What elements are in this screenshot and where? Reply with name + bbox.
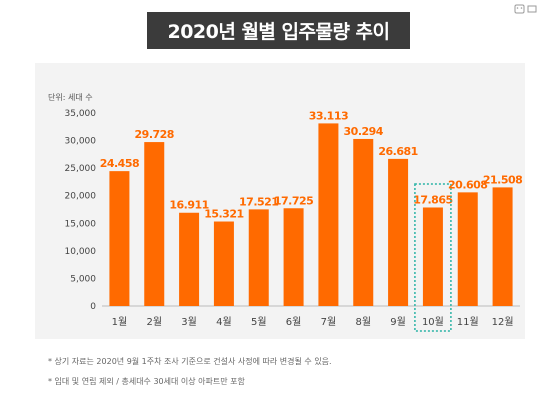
bar-10 <box>422 207 443 306</box>
window-icon <box>512 2 550 18</box>
chart-title: 2020년 월별 입주물량 추이 <box>147 12 410 49</box>
y-tick-label: 35,000 <box>65 109 97 119</box>
footnote-1: * 상기 자료는 2020년 9월 1주차 조사 기준으로 건설사 사정에 따라… <box>48 357 332 366</box>
x-tick-label: 12월 <box>492 316 514 328</box>
bar-8 <box>353 138 374 306</box>
x-tick-label: 10월 <box>422 316 444 328</box>
bar-11 <box>457 192 478 306</box>
bar-value-label: 29.728 <box>135 128 174 141</box>
y-tick-label: 5,000 <box>70 274 96 284</box>
y-tick-label: 30,000 <box>65 137 97 147</box>
bar-6 <box>283 208 304 306</box>
bar-12 <box>492 187 513 306</box>
bar-9 <box>388 158 409 306</box>
y-tick-label: 25,000 <box>65 164 97 174</box>
x-tick-label: 1월 <box>112 316 128 328</box>
x-tick-label: 5월 <box>251 316 267 328</box>
bar-7 <box>318 123 339 306</box>
y-tick-label: 0 <box>90 302 96 312</box>
bar-value-label: 30.294 <box>344 125 384 138</box>
bar-value-label: 17.521 <box>239 195 278 208</box>
bar-value-label: 17.725 <box>274 194 313 207</box>
footnote-2: * 임대 및 연립 제외 / 총세대수 30세대 이상 아파트만 포함 <box>48 377 245 386</box>
unit-label: 단위: 세대 수 <box>48 93 93 102</box>
bar-value-label: 20.608 <box>448 178 487 191</box>
bar-value-label: 15.321 <box>204 208 243 221</box>
y-tick-label: 20,000 <box>65 192 97 202</box>
bar-5 <box>248 209 269 306</box>
bar-2 <box>144 142 165 306</box>
y-tick-label: 15,000 <box>65 219 97 229</box>
bar-1 <box>109 171 130 306</box>
x-tick-label: 9월 <box>390 316 406 328</box>
bar-value-label: 16.911 <box>169 199 208 212</box>
y-tick-label: 10,000 <box>65 247 97 257</box>
x-tick-label: 8월 <box>355 316 371 328</box>
bar-value-label: 33.113 <box>309 109 348 122</box>
bar-value-label: 24.458 <box>100 157 139 170</box>
x-tick-label: 11월 <box>457 316 479 328</box>
x-tick-label: 7월 <box>321 316 337 328</box>
bar-value-label: 17.865 <box>413 193 452 206</box>
bar-4 <box>213 221 234 306</box>
bar-3 <box>179 212 200 306</box>
highlight-box <box>414 183 452 332</box>
x-tick-label: 4월 <box>216 316 232 328</box>
bar-value-label: 26.681 <box>378 145 417 158</box>
x-tick-label: 3월 <box>181 316 197 328</box>
x-tick-label: 6월 <box>286 316 302 328</box>
bar-value-label: 21.508 <box>483 173 522 186</box>
x-tick-label: 2월 <box>146 316 162 328</box>
